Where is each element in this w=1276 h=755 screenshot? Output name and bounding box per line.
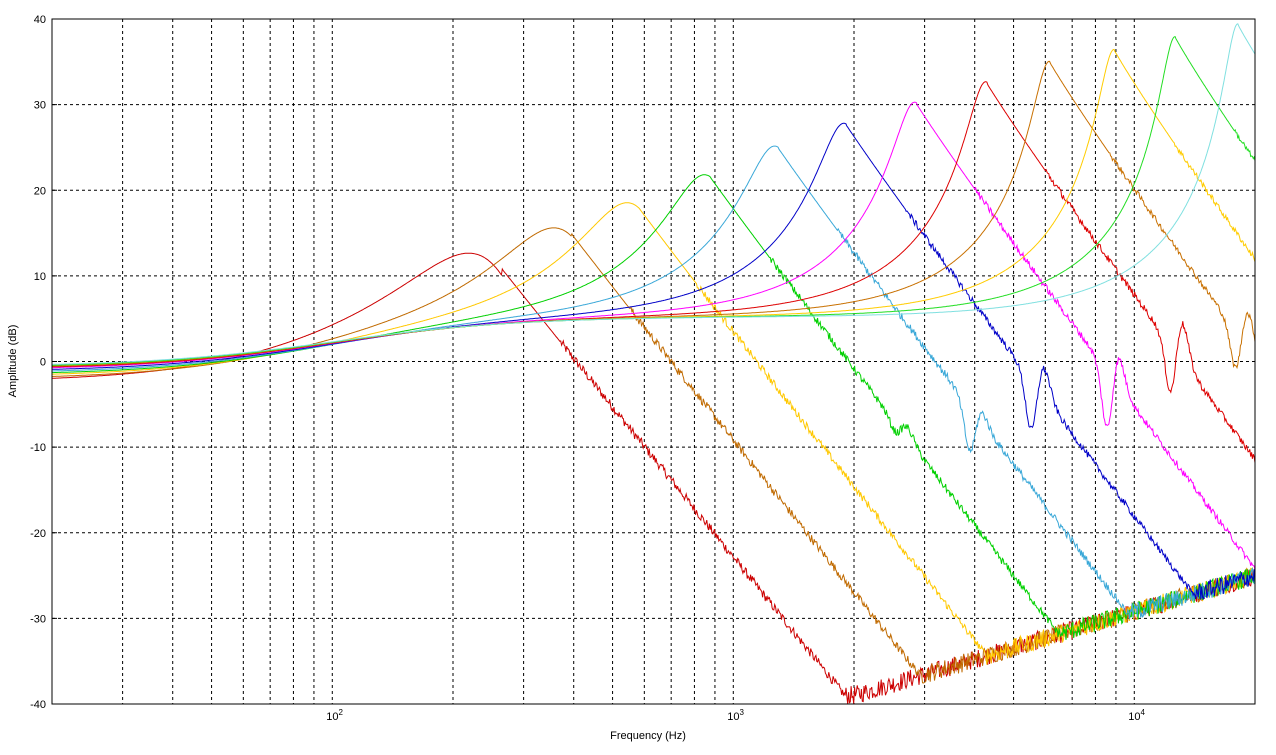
y-tick-label: -10: [30, 442, 46, 454]
series-line-9: [52, 60, 1256, 370]
series-line-12: [52, 23, 1256, 365]
x-tick-label: 102: [326, 708, 343, 723]
series-line-7: [52, 101, 1256, 570]
series-line-4: [52, 174, 1256, 640]
y-tick-label: 40: [34, 14, 46, 26]
x-tick-label: 104: [1128, 708, 1145, 723]
y-tick-label: 10: [34, 271, 46, 283]
series-line-5: [52, 145, 1256, 620]
y-tick-label: -20: [30, 528, 46, 540]
y-tick-label: -40: [30, 699, 46, 711]
x-tick-label: 103: [727, 708, 744, 723]
y-tick-label: 30: [34, 100, 46, 112]
series-line-8: [51, 81, 1256, 463]
series-group: [51, 23, 1256, 705]
y-tick-label: 20: [34, 185, 46, 197]
x-tick-labels: 102 103 104: [326, 708, 1145, 723]
series-line-6: [52, 122, 1256, 601]
x-axis-label: Frequency (Hz): [610, 730, 686, 742]
y-tick-label: 0: [40, 357, 46, 369]
y-axis-label: Amplitude (dB): [7, 325, 19, 398]
y-tick-labels: -40 -30 -20 -10 0 10 20 30 40: [30, 14, 57, 711]
y-tick-label: -30: [30, 613, 46, 625]
